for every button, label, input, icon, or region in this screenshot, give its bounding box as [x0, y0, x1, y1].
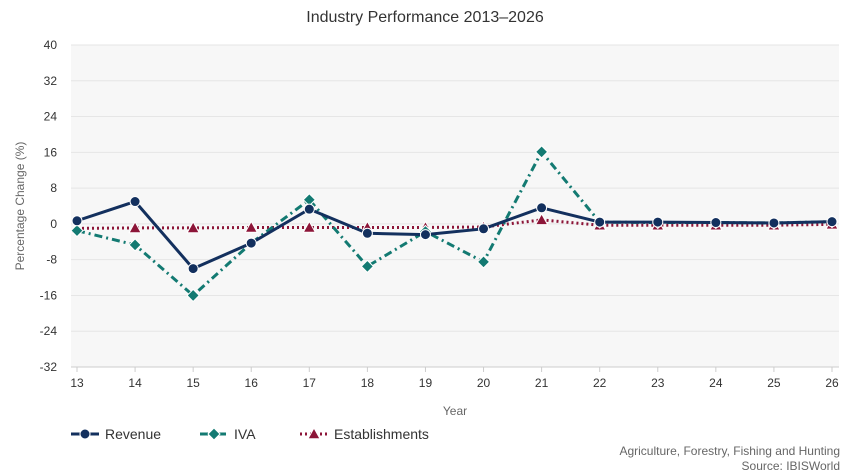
- y-axis-ticks: -32 -24 -16 -8 0 8 16 24 32 40: [40, 38, 58, 374]
- data-point-establishments[interactable]: [128, 220, 142, 234]
- series-revenue: [71, 196, 838, 275]
- legend-marker-revenue: [79, 428, 91, 440]
- data-point-iva[interactable]: [534, 145, 549, 159]
- y-tick-label: -16: [40, 288, 58, 302]
- data-point-revenue[interactable]: [710, 217, 722, 229]
- y-tick-label: -32: [40, 360, 58, 374]
- x-tick-label: 21: [535, 376, 549, 390]
- series-layer: [70, 145, 839, 303]
- data-point-establishments[interactable]: [302, 220, 317, 233]
- legend-label-establishments: Establishments: [334, 426, 429, 442]
- data-point-revenue[interactable]: [187, 263, 199, 275]
- y-tick-label: 16: [44, 145, 58, 159]
- data-point-revenue[interactable]: [129, 196, 141, 208]
- data-point-revenue[interactable]: [594, 216, 606, 228]
- footer-industry: Agriculture, Forestry, Fishing and Hunti…: [619, 444, 840, 458]
- x-tick-label: 25: [767, 376, 781, 390]
- legend-marker-iva: [207, 427, 221, 441]
- x-tick-label: 18: [361, 376, 375, 390]
- data-point-revenue[interactable]: [768, 217, 780, 229]
- data-point-iva[interactable]: [128, 238, 142, 252]
- data-point-revenue[interactable]: [303, 203, 315, 215]
- x-tick-label: 14: [128, 376, 142, 390]
- data-point-revenue[interactable]: [71, 215, 83, 227]
- y-tick-label: 40: [44, 38, 58, 52]
- series-line-establishments: [76, 218, 833, 230]
- footer-source: Source: IBISWorld: [742, 459, 840, 472]
- plot-area: [71, 45, 839, 367]
- legend-item-establishments[interactable]: Establishments: [300, 426, 429, 442]
- data-point-revenue[interactable]: [826, 216, 838, 228]
- data-point-iva[interactable]: [70, 223, 84, 238]
- legend-marker-establishments: [307, 426, 321, 440]
- y-tick-label: 24: [44, 110, 58, 124]
- data-point-revenue[interactable]: [478, 223, 490, 235]
- x-axis-ticks: 13 14 15 16 17 18 19 20 21 22 23 24 25 26: [70, 367, 839, 390]
- legend[interactable]: Revenue IVA Establishments: [71, 426, 429, 442]
- data-point-establishments[interactable]: [244, 220, 259, 233]
- data-point-iva[interactable]: [476, 255, 491, 269]
- x-tick-label: 16: [245, 376, 259, 390]
- data-point-revenue[interactable]: [536, 202, 548, 214]
- x-tick-label: 17: [303, 376, 317, 390]
- y-tick-label: -24: [40, 324, 58, 338]
- data-point-revenue[interactable]: [652, 216, 664, 228]
- x-tick-label: 23: [651, 376, 665, 390]
- data-point-revenue[interactable]: [245, 237, 257, 249]
- data-point-iva[interactable]: [360, 259, 375, 274]
- data-point-iva[interactable]: [186, 288, 200, 303]
- x-axis-title: Year: [443, 404, 467, 418]
- data-point-revenue[interactable]: [361, 227, 373, 239]
- y-tick-label: 32: [44, 74, 58, 88]
- x-tick-label: 15: [186, 376, 200, 390]
- x-tick-label: 13: [70, 376, 84, 390]
- legend-item-revenue[interactable]: Revenue: [71, 426, 161, 442]
- series-line-revenue: [76, 200, 833, 271]
- y-tick-label: -8: [46, 253, 57, 267]
- x-tick-label: 24: [709, 376, 723, 390]
- data-point-establishments[interactable]: [186, 220, 201, 234]
- y-tick-label: 0: [50, 217, 57, 231]
- y-axis-title: Percentage Change (%): [13, 142, 27, 271]
- data-point-revenue[interactable]: [419, 229, 431, 241]
- x-tick-label: 26: [825, 376, 839, 390]
- x-tick-label: 22: [593, 376, 607, 390]
- chart-title: Industry Performance 2013–2026: [306, 9, 544, 26]
- x-tick-label: 19: [419, 376, 433, 390]
- y-tick-label: 8: [50, 181, 57, 195]
- data-point-establishments[interactable]: [534, 212, 549, 226]
- legend-item-iva[interactable]: IVA: [200, 426, 256, 442]
- x-tick-label: 20: [477, 376, 491, 390]
- legend-label-iva: IVA: [234, 426, 256, 442]
- legend-label-revenue: Revenue: [105, 426, 161, 442]
